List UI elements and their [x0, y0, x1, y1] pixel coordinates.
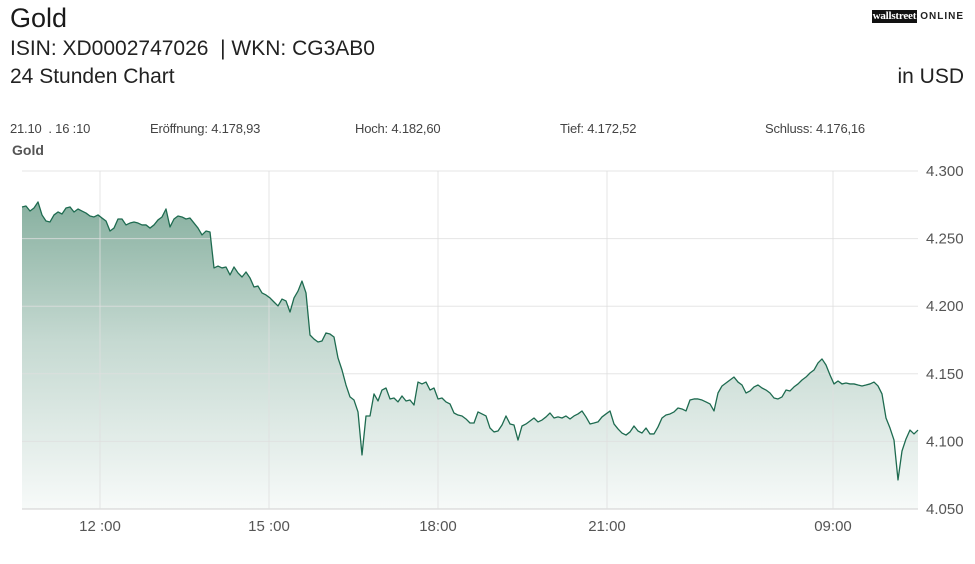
y-tick-label: 4.150: [926, 366, 964, 383]
quote-timestamp: 21.10 . 16 :10: [10, 121, 91, 136]
high-price: Hoch: 4.182,60: [355, 121, 441, 137]
y-tick-label: 4.300: [926, 163, 964, 180]
low-price-label: Tief:: [560, 121, 584, 136]
wallstreet-online-logo[interactable]: wallstreet ONLINE: [871, 10, 964, 23]
x-tick-label: 12 :00: [79, 518, 121, 535]
logo-online: ONLINE: [920, 11, 964, 22]
open-price-value: 4.178,93: [211, 121, 261, 136]
close-price-value: 4.176,16: [815, 121, 865, 136]
logo-wallstreet: wallstreet: [871, 10, 918, 23]
x-tick-label: 18:00: [419, 518, 457, 535]
low-price: Tief: 4.172,52: [560, 121, 636, 137]
price-area-fill: [22, 201, 918, 509]
y-tick-label: 4.200: [926, 298, 964, 315]
y-tick-label: 4.100: [926, 433, 964, 450]
high-price-label: Hoch:: [355, 121, 388, 136]
close-price-label: Schluss:: [765, 121, 813, 136]
series-name-label: Gold: [12, 142, 44, 158]
x-tick-label: 21:00: [588, 518, 626, 535]
high-price-value: 4.182,60: [391, 121, 441, 136]
close-price: Schluss: 4.176,16: [765, 121, 865, 137]
page-title: Gold: [10, 3, 68, 33]
low-price-value: 4.172,52: [587, 121, 637, 136]
x-tick-label: 09:00: [814, 518, 852, 535]
gold-price-line: [21, 201, 919, 481]
y-tick-label: 4.250: [926, 231, 964, 248]
x-tick-label: 15 :00: [248, 518, 290, 535]
currency-label: in USD: [897, 65, 964, 88]
chart-period-label: 24 Stunden Chart: [10, 65, 175, 88]
y-tick-label: 4.050: [926, 501, 964, 518]
open-price-label: Eröffnung:: [150, 121, 208, 136]
open-price: Eröffnung: 4.178,93: [150, 121, 260, 137]
isin-wkn-line: ISIN: XD0002747026 | WKN: CG3AB0: [10, 37, 375, 60]
